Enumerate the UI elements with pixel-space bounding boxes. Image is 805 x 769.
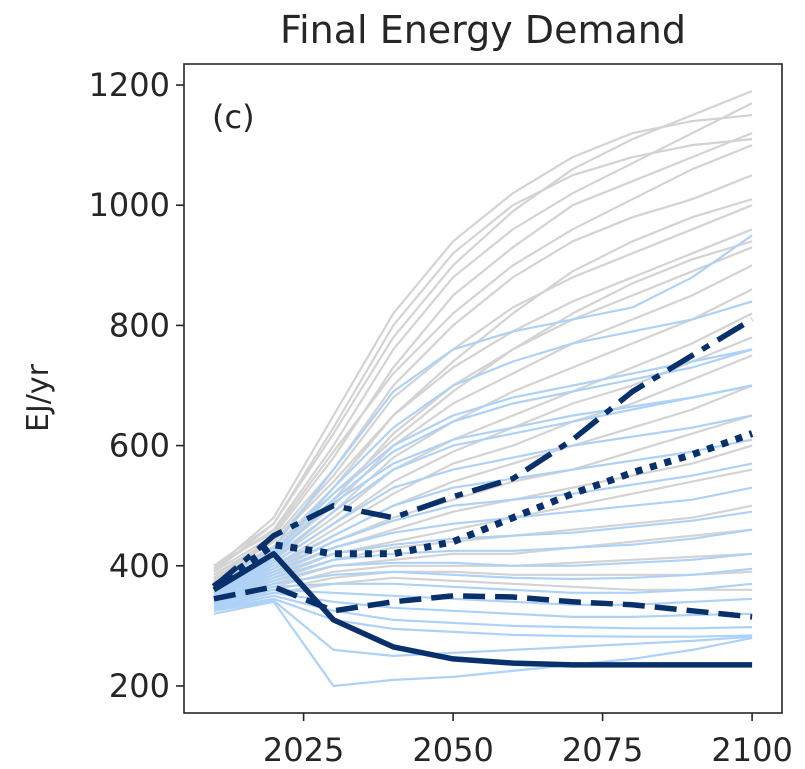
ensemble-0-line-17	[213, 528, 753, 599]
y-tick-label-400: 400	[109, 547, 170, 585]
ensemble-1-line-3	[213, 384, 753, 591]
plot-lines	[211, 89, 754, 688]
y-tick-label-600: 600	[109, 427, 170, 465]
x-tick-label-2075: 2075	[562, 731, 643, 769]
ensemble-0-line-9	[213, 312, 753, 587]
ensemble-0-line-12	[213, 384, 753, 591]
ensemble-1-line-14	[213, 591, 753, 618]
y-axis-label: EJ/yr	[21, 363, 56, 432]
chart-title: Final Energy Demand	[280, 8, 686, 52]
y-tick-label-1000: 1000	[89, 186, 170, 224]
ensemble-0-line-1	[213, 102, 753, 570]
ensemble-1-line-0	[213, 234, 753, 585]
ensemble-0-line-2	[213, 132, 753, 573]
ensemble-1-line-13	[213, 588, 753, 606]
plot-area: 200 400 600 800 1000 1200 2025 2050 2075 2100	[89, 63, 793, 769]
ensemble-0-line-3	[213, 174, 753, 576]
highlight-series-dashdot	[212, 317, 754, 589]
x-tick-label-2100: 2100	[711, 731, 792, 769]
ensemble-1-line-11	[213, 567, 753, 603]
panel-label: (c)	[212, 98, 255, 136]
ensemble-0-line-13	[213, 414, 753, 593]
ensemble-0-line-22	[213, 138, 753, 573]
ensemble-0-line-5	[213, 228, 753, 580]
ensemble-1-line-19	[213, 348, 753, 591]
highlight-series-dotted	[211, 430, 754, 590]
ensemble-0-line-14	[213, 444, 753, 594]
ensemble-1-line-7	[213, 486, 753, 597]
ensemble-1-line-16	[213, 597, 753, 638]
ensemble-1-line-4	[213, 414, 753, 592]
ensemble-1-line-18	[213, 599, 753, 657]
ensemble-0-line-23	[213, 144, 753, 567]
y-tick-label-200: 200	[109, 667, 170, 705]
ensemble-1-line-10	[213, 552, 753, 602]
ensemble-0-line-16	[213, 504, 753, 597]
ensemble-1-line-8	[213, 510, 753, 599]
ensemble-1-line-15	[213, 594, 753, 630]
y-tick-label-1200: 1200	[89, 66, 170, 104]
ensemble-0-line-21	[213, 114, 753, 570]
y-tick-label-800: 800	[109, 306, 170, 344]
x-tick-label-2025: 2025	[263, 731, 344, 769]
ensemble-0-line-11	[213, 354, 753, 590]
ensemble-0-line-24	[213, 198, 753, 576]
ensemble-0-line-6	[213, 246, 753, 582]
ensemble-1-line-17	[213, 600, 753, 688]
highlight-series-dashed	[213, 584, 753, 620]
ensemble-0-line-15	[213, 468, 753, 596]
x-tick-label-2050: 2050	[412, 731, 493, 769]
ensemble-1-line-6	[213, 462, 753, 596]
highlight-series-solid	[212, 551, 753, 668]
ensemble-1-line-20	[213, 384, 753, 594]
ensemble-1-line-5	[213, 438, 753, 594]
plot-frame	[183, 63, 783, 714]
ensemble-1-line-9	[213, 528, 753, 600]
